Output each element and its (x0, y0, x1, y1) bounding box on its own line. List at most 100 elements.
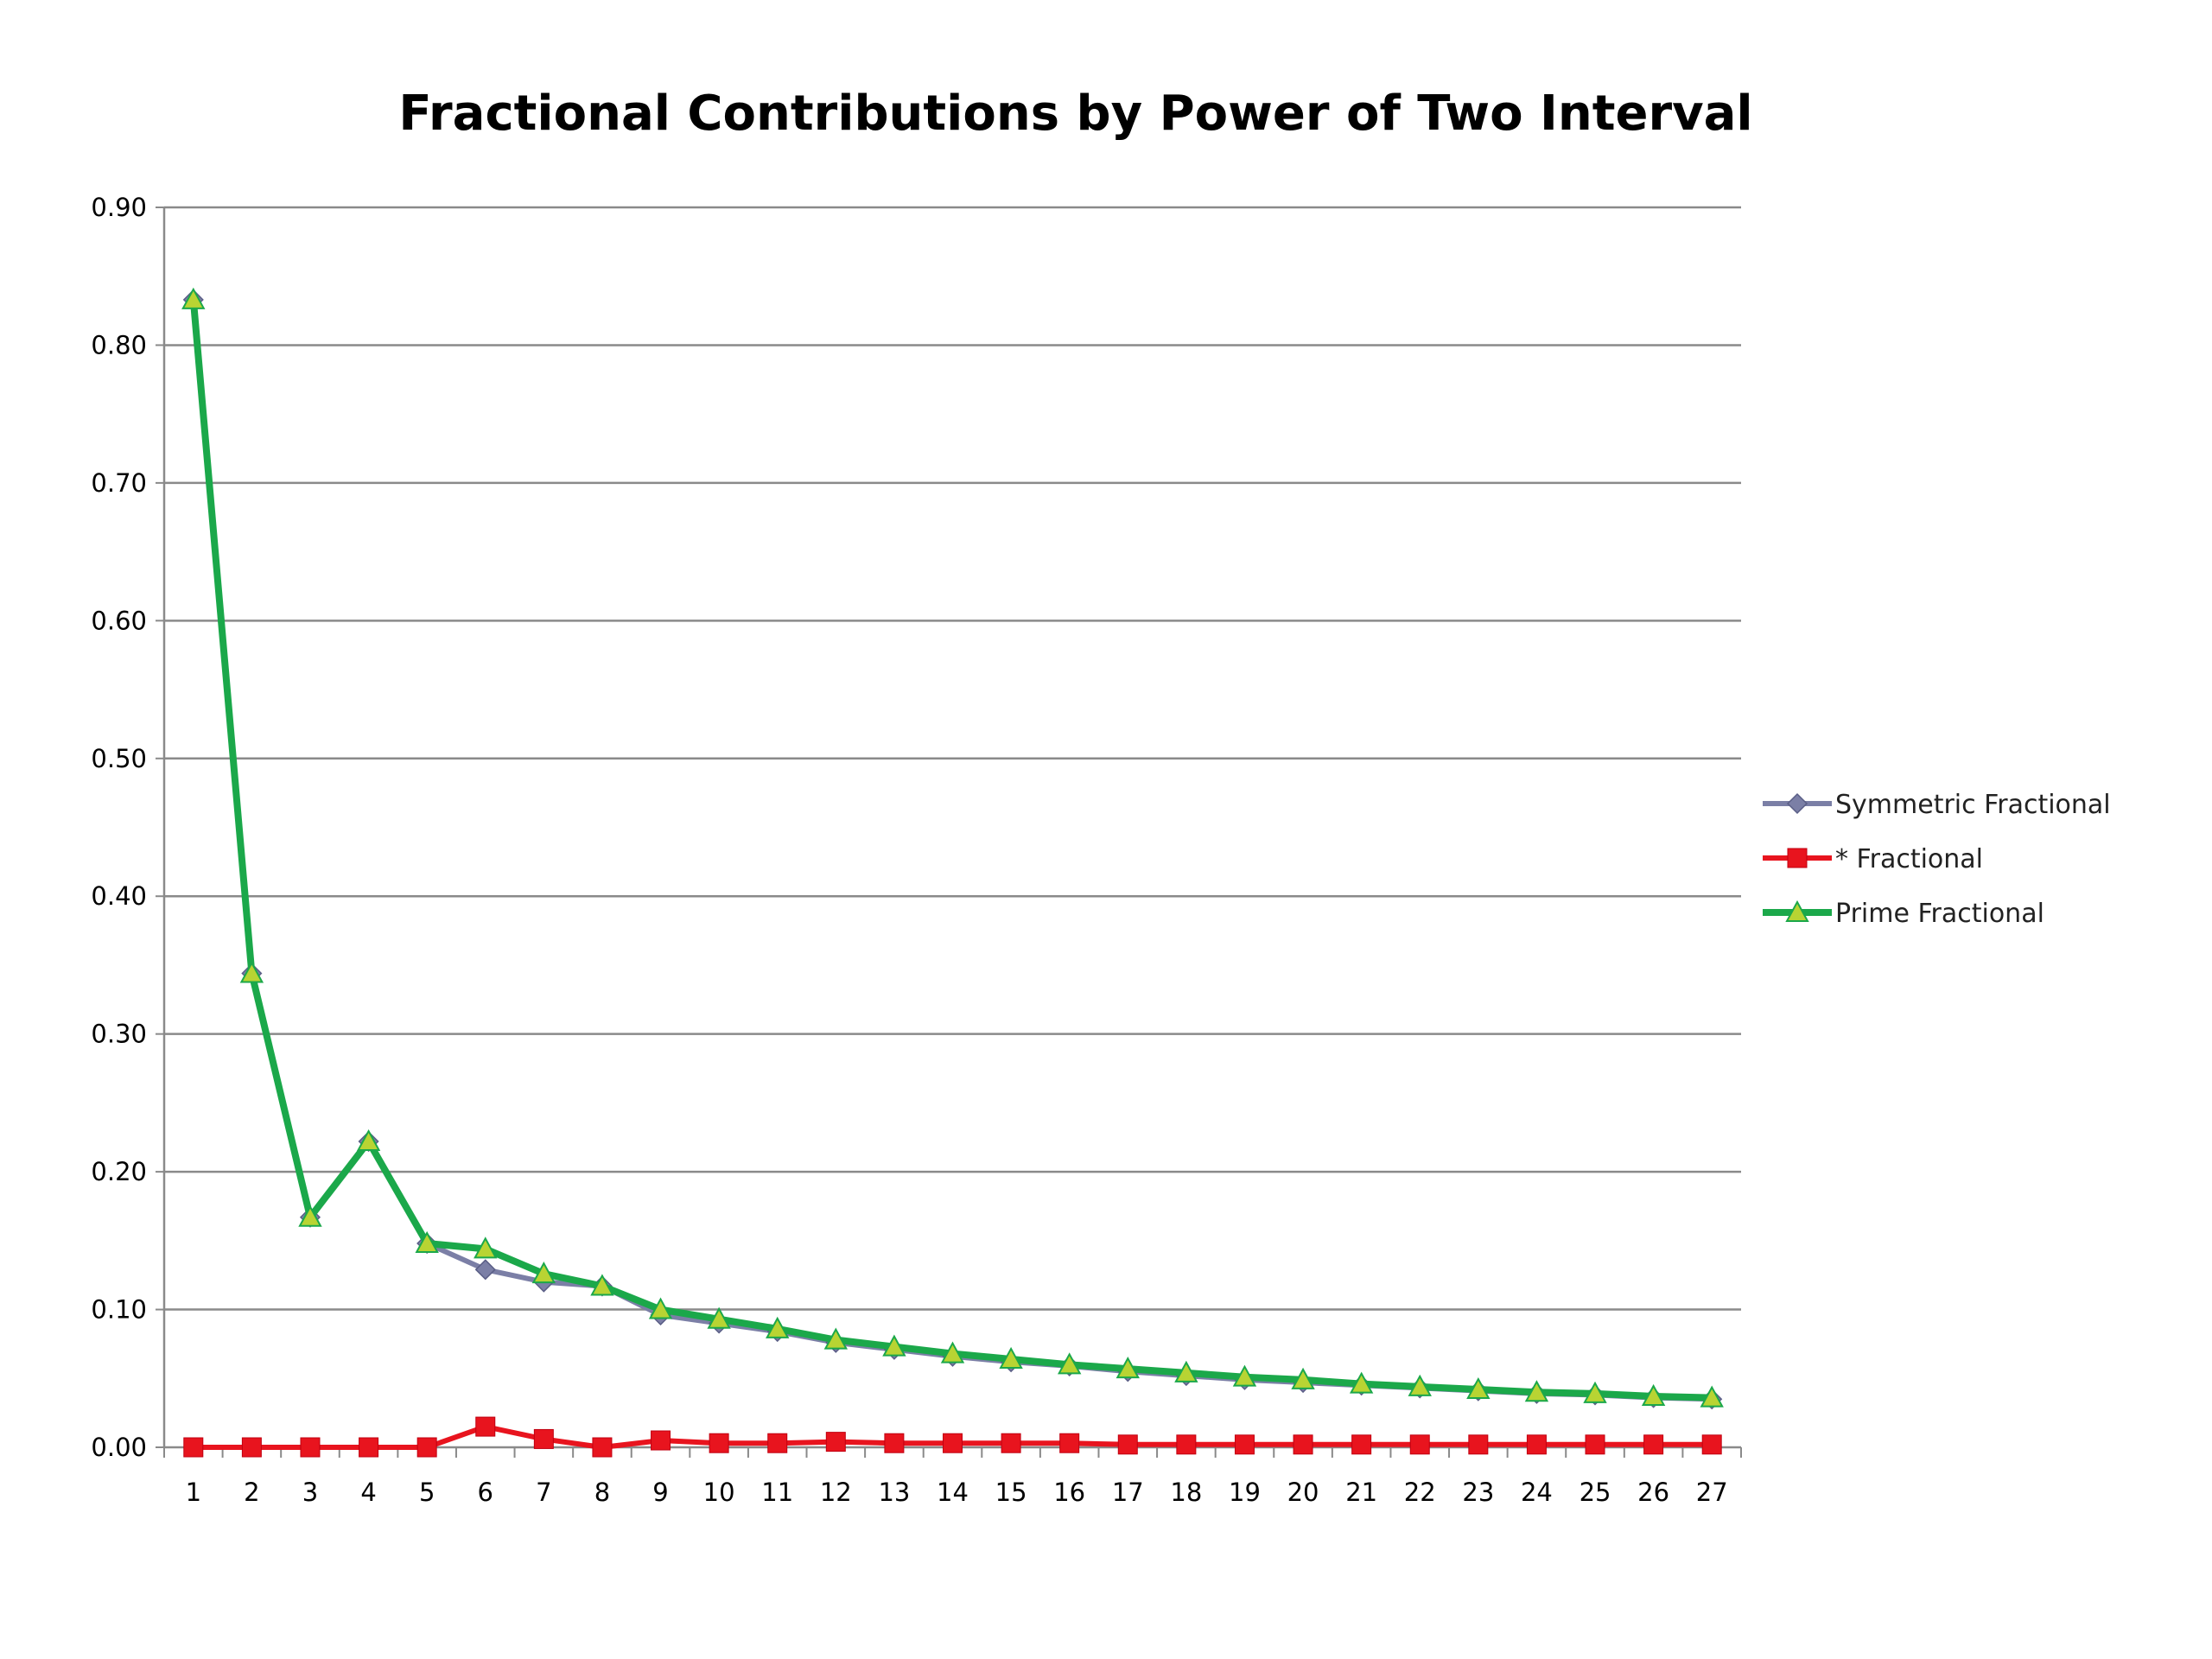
triangle-marker (707, 1306, 731, 1329)
y-tick-label: 0.30 (91, 1020, 147, 1049)
square-marker (1585, 1434, 1605, 1455)
square-marker (1176, 1434, 1197, 1455)
y-tick-label: 0.90 (91, 193, 147, 222)
legend-square-marker (1787, 848, 1808, 868)
triangle-marker (1700, 1385, 1724, 1408)
x-tick-label: 5 (419, 1478, 435, 1507)
legend-label: Prime Fractional (1835, 899, 2044, 929)
x-tick-label: 21 (1345, 1478, 1377, 1507)
y-tick-label: 0.20 (91, 1157, 147, 1186)
x-tick-label: 26 (1637, 1478, 1669, 1507)
y-tick-label: 0.80 (91, 330, 147, 359)
triangle-marker (1408, 1374, 1432, 1396)
square-marker (300, 1437, 321, 1458)
triangle-marker (356, 1128, 381, 1152)
y-tick-label: 0.00 (91, 1433, 147, 1462)
x-tick-label: 13 (878, 1478, 910, 1507)
series-3 (181, 287, 1724, 1408)
legend-diamond-marker (1786, 792, 1808, 815)
legend-triangle-marker (1785, 899, 1809, 922)
x-tick-label: 27 (1696, 1478, 1728, 1507)
legend-label: Symmetric Fractional (1835, 790, 2111, 820)
triangle-marker (823, 1327, 848, 1350)
x-tick-label: 18 (1170, 1478, 1202, 1507)
triangle-marker (648, 1297, 673, 1319)
triangle-marker (882, 1334, 906, 1357)
x-tick-label: 6 (478, 1478, 493, 1507)
square-marker (1059, 1433, 1080, 1453)
triangle-marker (1524, 1380, 1549, 1402)
square-marker (475, 1416, 496, 1437)
x-tick-label: 7 (536, 1478, 551, 1507)
triangle-marker (1116, 1357, 1140, 1379)
x-tick-label: 9 (652, 1478, 668, 1507)
triangle-marker (474, 1236, 498, 1259)
series-2 (183, 1416, 1722, 1458)
y-tick-label: 0.60 (91, 606, 147, 635)
square-marker (1001, 1433, 1021, 1453)
x-tick-label: 24 (1521, 1478, 1553, 1507)
x-tick-label: 20 (1287, 1478, 1319, 1507)
x-tick-label: 15 (995, 1478, 1027, 1507)
x-tick-label: 3 (302, 1478, 318, 1507)
triangle-marker (766, 1316, 790, 1338)
square-marker (533, 1428, 554, 1449)
square-marker (1117, 1434, 1138, 1455)
square-marker (884, 1433, 905, 1453)
triangle-marker (1349, 1371, 1374, 1394)
legend-item: * Fractional (1763, 844, 1983, 874)
legend-item: Prime Fractional (1763, 899, 2044, 929)
square-marker (1643, 1434, 1664, 1455)
square-marker (241, 1437, 262, 1458)
square-marker (359, 1437, 379, 1458)
square-marker (943, 1433, 963, 1453)
square-marker (1468, 1434, 1489, 1455)
square-marker (416, 1437, 437, 1458)
x-tick-label: 22 (1404, 1478, 1436, 1507)
triangle-marker (1466, 1376, 1491, 1400)
triangle-marker (1058, 1352, 1082, 1375)
square-marker (1293, 1434, 1313, 1455)
square-marker (767, 1433, 788, 1453)
square-marker (1351, 1434, 1372, 1455)
series-line (189, 296, 1716, 1402)
square-marker (1526, 1434, 1547, 1455)
legend-item: Symmetric Fractional (1763, 790, 2111, 820)
triangle-marker (590, 1274, 614, 1296)
triangle-marker (1583, 1381, 1607, 1403)
triangle-marker (1291, 1367, 1315, 1389)
triangle-marker (999, 1346, 1023, 1369)
triangle-marker (531, 1262, 556, 1284)
diamond-marker (474, 1259, 496, 1281)
square-marker (183, 1437, 204, 1458)
chart-title: Fractional Contributions by Power of Two… (398, 86, 1752, 142)
x-tick-label: 11 (761, 1478, 793, 1507)
triangle-marker (181, 287, 206, 309)
y-tick-label: 0.40 (91, 881, 147, 911)
series-layer (181, 287, 1724, 1458)
x-tick-label: 14 (937, 1478, 969, 1507)
triangle-marker (1641, 1383, 1666, 1407)
triangle-marker (239, 961, 264, 983)
x-tick-label: 4 (360, 1478, 376, 1507)
triangle-marker (298, 1205, 322, 1227)
x-tick-label: 1 (186, 1478, 201, 1507)
triangle-marker (1232, 1364, 1257, 1387)
x-tick-label: 25 (1580, 1478, 1611, 1507)
triangle-marker (1174, 1360, 1198, 1382)
square-marker (709, 1433, 729, 1453)
y-tick-label: 0.10 (91, 1295, 147, 1325)
x-tick-label: 17 (1112, 1478, 1144, 1507)
square-marker (1409, 1434, 1430, 1455)
triangle-marker (415, 1230, 439, 1254)
x-tick-label: 12 (820, 1478, 852, 1507)
legend-label: * Fractional (1835, 844, 1983, 874)
square-marker (1234, 1434, 1255, 1455)
y-tick-label: 0.70 (91, 468, 147, 498)
square-marker (1701, 1434, 1722, 1455)
square-marker (592, 1437, 613, 1458)
x-tick-label: 10 (703, 1478, 735, 1507)
series-1 (182, 289, 1723, 1410)
x-tick-label: 19 (1229, 1478, 1261, 1507)
